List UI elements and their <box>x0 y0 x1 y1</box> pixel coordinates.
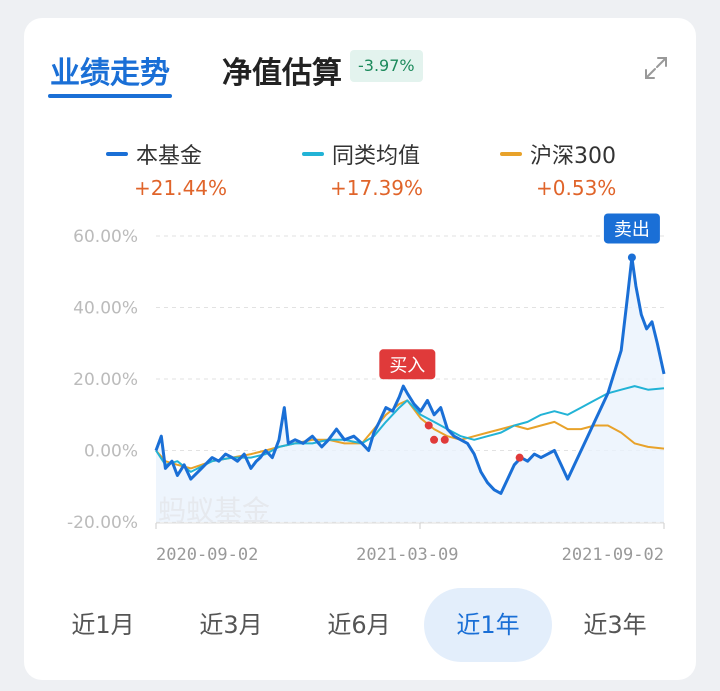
legend-swatch <box>302 152 324 156</box>
buy-dot <box>424 421 433 430</box>
y-tick-label: 0.00% <box>84 442 138 462</box>
period-1y[interactable]: 近1年 <box>424 588 552 662</box>
sell-marker <box>603 213 660 244</box>
buy-marker-label: 买入 <box>389 355 425 376</box>
fund-area-fill <box>156 257 664 522</box>
legend-value: +17.39% <box>330 176 424 200</box>
legend-value: +21.44% <box>134 176 228 200</box>
performance-card: 业绩走势 净值估算 -3.97% 本基金 +21.44% 同类均值 +17.39… <box>24 18 696 680</box>
buy-dot <box>440 435 449 444</box>
buy-dot <box>430 435 439 444</box>
legend-item-csi300: 沪深300 +0.53% <box>500 138 616 200</box>
tab-active-underline <box>48 94 172 98</box>
sell-marker-label: 卖出 <box>614 219 650 240</box>
period-6m[interactable]: 近6月 <box>327 611 391 639</box>
series-line-csi300 <box>155 399 665 470</box>
nav-change-badge: -3.97% <box>350 50 423 82</box>
expand-icon[interactable] <box>642 54 670 82</box>
y-tick-label: 60.00% <box>73 227 138 247</box>
tab-performance[interactable]: 业绩走势 <box>50 56 170 91</box>
performance-chart: 60.00% 40.00% 20.00% 0.00% -20.00% 2020-09-02… <box>67 213 666 565</box>
tab-nav-estimate[interactable]: 净值估算 <box>222 56 342 91</box>
y-tick-label: 20.00% <box>73 370 138 390</box>
series-line-peer-avg <box>155 385 665 473</box>
y-tick-label: -20.00% <box>67 513 138 533</box>
legend-label: 本基金 <box>136 144 203 169</box>
watermark: 蚂蚁基金 <box>158 494 270 527</box>
x-tick-label: 2021-03-09 <box>356 545 458 565</box>
legend-swatch <box>106 152 128 156</box>
legend-swatch <box>500 152 522 156</box>
legend-item-fund: 本基金 +21.44% <box>106 138 227 200</box>
period-3y[interactable]: 近3年 <box>583 611 647 639</box>
x-tick-label: 2020-09-02 <box>156 545 258 565</box>
period-selector: 近1月 近3月 近6月 近1年 近3年 <box>24 588 696 662</box>
legend-label: 同类均值 <box>332 144 421 169</box>
legend-value: +0.53% <box>536 176 617 200</box>
sell-dot <box>627 253 636 262</box>
period-3m[interactable]: 近3月 <box>199 611 263 639</box>
period-1m[interactable]: 近1月 <box>71 611 135 639</box>
buy-dot <box>515 453 524 462</box>
legend-item-peer-avg: 同类均值 +17.39% <box>302 138 423 200</box>
buy-marker <box>379 349 436 380</box>
legend-label: 沪深300 <box>530 144 616 169</box>
y-tick-label: 40.00% <box>73 299 138 319</box>
x-tick-label: 2021-09-02 <box>562 545 664 565</box>
series-line-fund <box>154 255 666 495</box>
